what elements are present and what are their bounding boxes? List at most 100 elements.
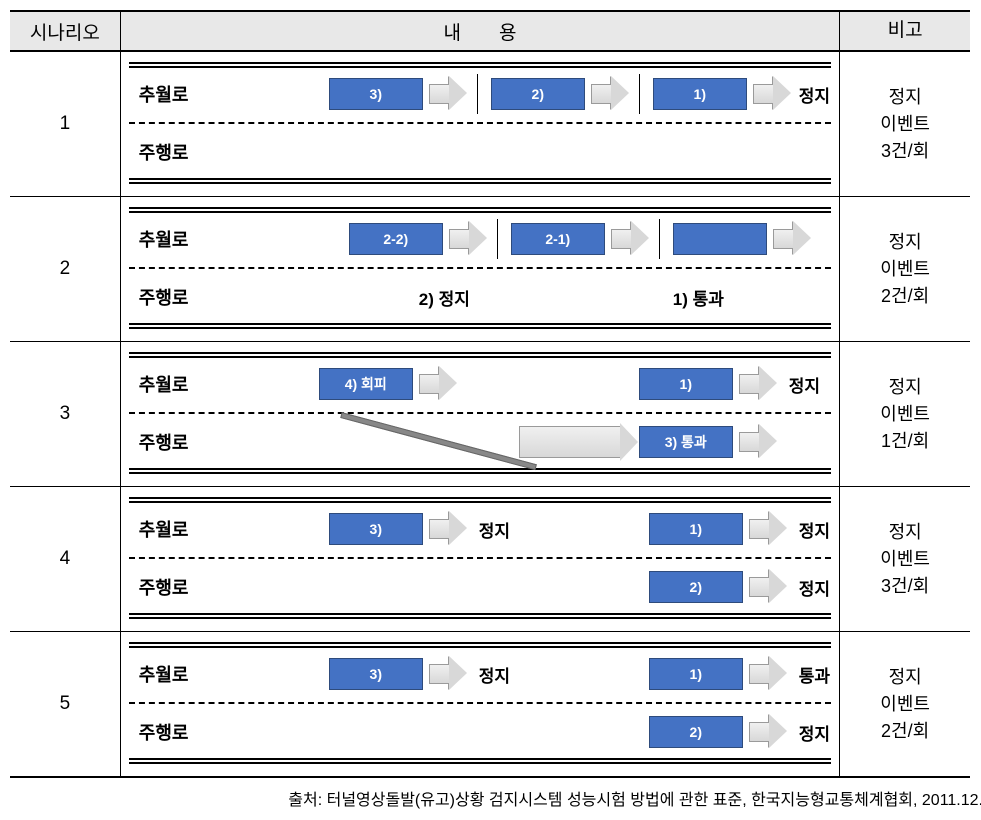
lane-divider	[129, 557, 831, 559]
arrow-icon	[591, 76, 629, 110]
road-edge	[129, 613, 831, 619]
status-label: 정지	[799, 720, 830, 745]
vehicle-box: 3)	[329, 78, 423, 110]
status-label: 2) 정지	[419, 285, 470, 310]
lane-label: 추월로	[129, 371, 219, 397]
arrow-icon	[429, 511, 467, 545]
scenario-id: 3	[10, 342, 120, 487]
vehicle-box: 1)	[649, 513, 743, 545]
lane-divider	[129, 122, 831, 124]
lane-label: 주행로	[129, 719, 219, 745]
header-row: 시나리오 내 용 비고	[10, 11, 970, 51]
road-edge	[129, 323, 831, 329]
road-edge	[129, 352, 831, 358]
arrow-icon	[749, 714, 787, 748]
scenario-note: 정지이벤트2건/회	[840, 197, 970, 342]
road-edge	[129, 758, 831, 764]
long-arrow-icon	[519, 426, 621, 458]
lane-label: 추월로	[129, 661, 219, 687]
arrow-icon	[739, 424, 777, 458]
scenario-table: 시나리오 내 용 비고 1 추월로 3) 2) 1) 정지 주행로	[10, 10, 970, 778]
lane-divider	[129, 412, 831, 414]
separator	[477, 74, 478, 114]
road-edge	[129, 468, 831, 474]
vehicle-box: 1)	[639, 368, 733, 400]
table-row: 4 추월로 3) 정지1) 정지 주행로 2) 정지 정지이벤트3건/회	[10, 487, 970, 632]
vehicle-box: 1)	[653, 78, 747, 110]
overtaking-lane: 추월로 4) 회피 1) 정지	[129, 360, 831, 408]
arrow-icon	[419, 366, 457, 400]
arrow-icon	[611, 221, 649, 255]
status-label: 통과	[799, 662, 830, 687]
separator	[497, 219, 498, 259]
scenario-note: 정지이벤트1건/회	[840, 342, 970, 487]
vehicle-box: 4) 회피	[319, 368, 413, 400]
scenario-note: 정지이벤트3건/회	[840, 51, 970, 197]
arrow-icon	[749, 511, 787, 545]
status-label: 정지	[799, 82, 830, 107]
separator	[659, 219, 660, 259]
scenario-diagram: 추월로 3) 정지1) 정지 주행로 2) 정지	[120, 487, 839, 632]
lane-label: 추월로	[129, 226, 219, 252]
scenario-diagram: 추월로 2-2) 2-1) 주행로 2) 정지 1) 통과	[120, 197, 839, 342]
vehicle-box: 3) 통과	[639, 426, 733, 458]
driving-lane: 주행로 3) 통과	[129, 418, 831, 466]
lane-label: 추월로	[129, 81, 219, 107]
overtaking-lane: 추월로 3) 정지1) 정지	[129, 505, 831, 553]
arrow-icon	[429, 76, 467, 110]
road-edge	[129, 497, 831, 503]
vehicle-box: 1)	[649, 658, 743, 690]
lane-divider	[129, 702, 831, 704]
scenario-diagram: 추월로 4) 회피 1) 정지 주행로 3) 통과	[120, 342, 839, 487]
status-label: 1) 통과	[673, 285, 724, 310]
status-label: 정지	[479, 517, 510, 542]
driving-lane: 주행로 2) 정지 1) 통과	[129, 273, 831, 321]
vehicle-box	[673, 223, 767, 255]
table-row: 5 추월로 3) 정지1) 통과 주행로 2) 정지 정지이벤트2건/회	[10, 632, 970, 778]
vehicle-box: 2)	[491, 78, 585, 110]
road-edge	[129, 207, 831, 213]
overtaking-lane: 추월로 3) 정지1) 통과	[129, 650, 831, 698]
vehicle-box: 2-1)	[511, 223, 605, 255]
scenario-note: 정지이벤트2건/회	[840, 632, 970, 778]
status-label: 정지	[799, 575, 830, 600]
scenario-diagram: 추월로 3) 정지1) 통과 주행로 2) 정지	[120, 632, 839, 778]
road-edge	[129, 642, 831, 648]
vehicle-box: 3)	[329, 658, 423, 690]
driving-lane: 주행로	[129, 128, 831, 176]
header-content: 내 용	[120, 11, 839, 51]
scenario-id: 5	[10, 632, 120, 778]
arrow-icon	[449, 221, 487, 255]
scenario-diagram: 추월로 3) 2) 1) 정지 주행로	[120, 51, 839, 197]
lane-label: 주행로	[129, 284, 219, 310]
road-edge	[129, 178, 831, 184]
lane-label: 주행로	[129, 574, 219, 600]
scenario-note: 정지이벤트3건/회	[840, 487, 970, 632]
road-edge	[129, 62, 831, 68]
driving-lane: 주행로 2) 정지	[129, 563, 831, 611]
arrow-icon	[749, 656, 787, 690]
overtaking-lane: 추월로 3) 2) 1) 정지	[129, 70, 831, 118]
scenario-id: 1	[10, 51, 120, 197]
arrow-icon	[753, 76, 791, 110]
scenario-id: 2	[10, 197, 120, 342]
lane-divider	[129, 267, 831, 269]
arrow-icon	[773, 221, 811, 255]
vehicle-box: 2)	[649, 571, 743, 603]
header-note: 비고	[840, 11, 970, 51]
source-citation: 출처: 터널영상돌발(유고)상황 검지시스템 성능시험 방법에 관한 표준, 한…	[10, 786, 981, 810]
arrow-icon	[749, 569, 787, 603]
table-row: 1 추월로 3) 2) 1) 정지 주행로 정지이벤트3건/회	[10, 51, 970, 197]
arrow-icon	[429, 656, 467, 690]
overtaking-lane: 추월로 2-2) 2-1)	[129, 215, 831, 263]
driving-lane: 주행로 2) 정지	[129, 708, 831, 756]
table-row: 3 추월로 4) 회피 1) 정지 주행로 3) 통과 정지이벤트1건/회	[10, 342, 970, 487]
lane-label: 주행로	[129, 139, 219, 165]
vehicle-box: 2)	[649, 716, 743, 748]
header-scenario: 시나리오	[10, 11, 120, 51]
vehicle-box: 3)	[329, 513, 423, 545]
table-row: 2 추월로 2-2) 2-1) 주행로 2) 정지 1) 통과 정지이벤트2건/회	[10, 197, 970, 342]
arrow-icon	[739, 366, 777, 400]
vehicle-box: 2-2)	[349, 223, 443, 255]
status-label: 정지	[799, 517, 830, 542]
